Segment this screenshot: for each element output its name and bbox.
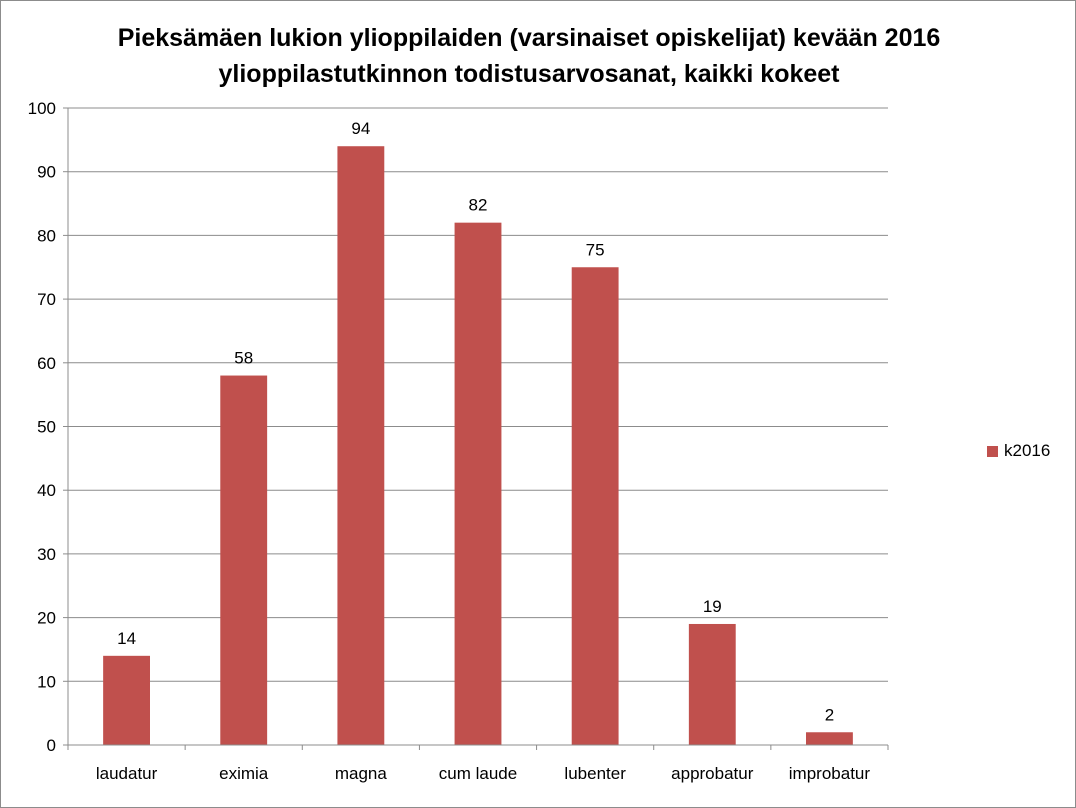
data-label: 94 — [351, 119, 370, 138]
x-tick-label: eximia — [219, 764, 269, 783]
x-tick-label: approbatur — [671, 764, 754, 783]
chart-title-line1: Pieksämäen lukion ylioppilaiden (varsina… — [117, 24, 941, 52]
y-tick-label: 20 — [37, 609, 56, 628]
bar-approbatur — [688, 623, 736, 745]
chart-title-line2: ylioppilastutkinnon todistusarvosanat, k… — [218, 60, 840, 88]
y-axis-ticks: 0 10 20 30 40 50 60 70 80 90 100 — [28, 99, 69, 755]
legend-label: k2016 — [1004, 441, 1051, 460]
bars — [103, 146, 853, 746]
legend: k2016 — [987, 441, 1050, 461]
x-axis-ticks: laudatur eximia magna cum laude lubenter appr… — [67, 744, 889, 783]
x-tick-label: improbatur — [789, 764, 871, 783]
data-label: 19 — [703, 597, 722, 616]
data-label: 2 — [825, 705, 834, 724]
x-tick-label: lubenter — [564, 764, 626, 783]
y-tick-label: 40 — [37, 481, 56, 500]
y-tick-label: 10 — [37, 672, 56, 691]
y-tick-label: 100 — [28, 99, 56, 118]
x-tick-label: laudatur — [96, 764, 158, 783]
bar-improbatur — [806, 732, 853, 745]
y-tick-label: 90 — [37, 163, 56, 182]
y-tick-label: 80 — [37, 226, 56, 245]
y-tick-label: 70 — [37, 290, 56, 309]
y-tick-label: 60 — [37, 354, 56, 373]
x-tick-label: cum laude — [439, 764, 517, 783]
bar-cum-laude — [454, 222, 502, 745]
y-tick-label: 50 — [37, 418, 56, 437]
y-tick-label: 0 — [47, 736, 56, 755]
data-labels: 14 58 94 82 75 19 2 — [117, 119, 834, 724]
legend-swatch — [987, 445, 998, 457]
data-label: 58 — [234, 349, 253, 368]
x-tick-label: magna — [335, 764, 388, 783]
bar-eximia — [220, 375, 268, 745]
data-label: 82 — [469, 196, 488, 215]
bar-magna — [337, 146, 385, 746]
data-label: 75 — [586, 240, 605, 259]
y-tick-label: 30 — [37, 545, 56, 564]
bar-lubenter — [571, 267, 619, 745]
data-label: 14 — [117, 629, 136, 648]
bar-laudatur — [103, 655, 150, 745]
